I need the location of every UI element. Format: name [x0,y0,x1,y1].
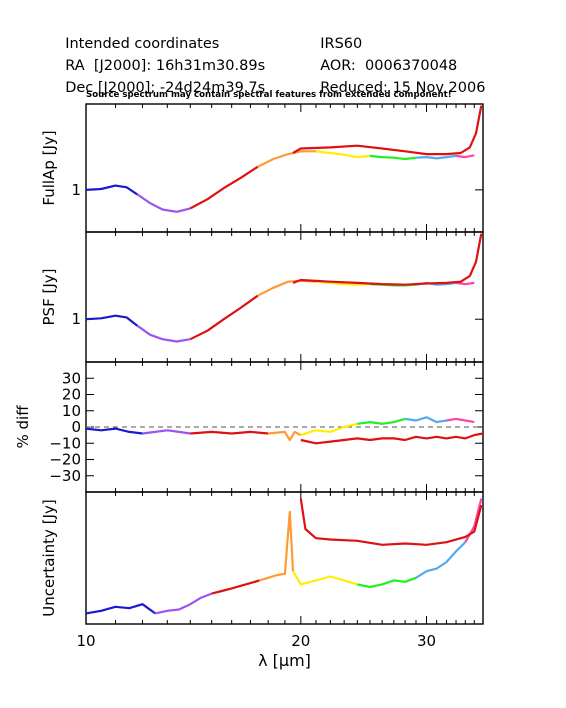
panel-fullap: 1 FullAp [Jy] [40,103,484,233]
x-tick-label: 20 [291,632,310,650]
y-tick-label: 10 [62,402,81,420]
x-axis-label: λ [μm] [258,651,311,670]
header-reduced: Reduced: 15 Nov 2006 [320,80,486,96]
y-axis-label: FullAp [Jy] [40,130,58,205]
source-spectrum-segment [357,417,406,425]
source-spectrum-segment [257,150,316,168]
x-tick-label: 10 [76,632,95,650]
source-spectrum-segment [268,430,302,442]
source-spectrum-segment [136,324,191,343]
x-tick-label: 30 [417,632,436,650]
source-spectrum-segment [300,422,358,437]
y-tick-label: 1 [71,310,81,328]
source-spectrum-segment [415,154,457,160]
source-spectrum-segment [85,603,156,615]
y-axis-label: % diff [14,405,32,449]
source-spectrum-segment [464,498,483,543]
panel-frame [85,231,484,363]
source-spectrum-segment [154,592,213,615]
source-spectrum-segment [357,576,417,589]
y-tick-label: −20 [49,451,81,469]
source-spectrum-segment [455,281,475,286]
panel-psf: 1 PSF [Jy] [40,231,484,363]
source-spectrum-segment [85,314,138,327]
source-spectrum-segment [259,510,295,582]
header-title-left: Intended coordinates [65,36,220,52]
source-spectrum-segment [136,193,191,213]
source-spectrum-segment [446,417,475,424]
source-spectrum-segment [292,570,358,586]
header-ra: RA [J2000]: 16h31m30.89s [65,58,266,74]
header-source-name: IRS60 [320,36,363,52]
y-tick-label: −10 [49,434,81,452]
panel-frame [85,103,484,233]
source-spectrum-segment [190,430,269,435]
y-tick-label: 30 [62,369,81,387]
source-spectrum-segment [404,416,447,424]
panel-frame [85,491,484,625]
header-aor: AOR: 0006370048 [320,58,458,74]
source-spectrum-segment [189,294,259,341]
y-tick-label: 0 [71,418,81,436]
source-spectrum-segment [189,165,259,210]
source-spectrum-segment [455,154,475,159]
source-spectrum-segment [142,429,191,435]
extended-component-line [300,432,484,445]
y-axis-label: PSF [Jy] [40,269,58,326]
extended-component-line [292,233,483,286]
source-spectrum-segment [369,154,417,161]
source-spectrum-segment [85,427,143,435]
source-spectrum-segment [257,279,316,297]
y-tick-label: −30 [49,467,81,485]
source-spectrum-segment [315,150,371,159]
source-spectrum-segment [211,579,260,595]
extended-component-line [292,105,483,156]
source-spectrum-segment [415,541,467,579]
header-note: Source spectrum may contain spectral fea… [86,90,452,100]
header-dec: Dec [J2000]: -24d24m39.7s [65,80,266,96]
panel-uncertainty: Uncertainty [Jy] 10 20 30 λ [μm] [40,491,484,670]
y-tick-label: 20 [62,386,81,404]
extended-component-line [299,498,483,546]
y-axis-label: Uncertainty [Jy] [40,499,58,616]
source-spectrum-segment [85,184,138,196]
y-tick-label: 1 [71,181,81,199]
